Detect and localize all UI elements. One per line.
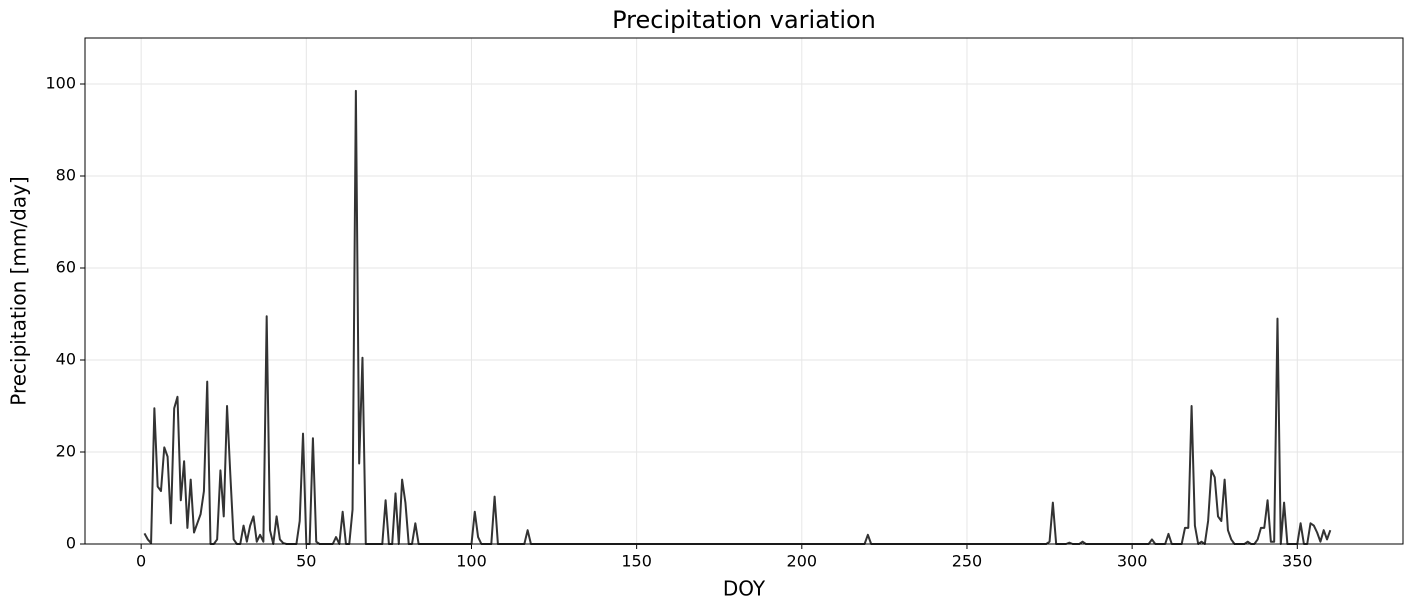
y-axis-label: Precipitation [mm/day] [7, 176, 31, 405]
x-tick-label: 150 [621, 552, 652, 571]
y-tick-label: 40 [56, 350, 76, 369]
y-tick-label: 0 [66, 534, 76, 553]
plot-frame [84, 37, 1404, 545]
x-tick-label: 100 [456, 552, 487, 571]
data-line [143, 89, 1332, 545]
chart-title: Precipitation variation [612, 6, 876, 34]
y-tick-label: 80 [56, 166, 76, 185]
x-tick-label: 300 [1117, 552, 1148, 571]
x-tick-label: 0 [136, 552, 146, 571]
y-tick-label: 60 [56, 258, 76, 277]
x-tick-label: 250 [952, 552, 983, 571]
x-tick-label: 350 [1282, 552, 1313, 571]
y-tick-label: 20 [56, 442, 76, 461]
x-tick-label: 50 [296, 552, 316, 571]
y-tick-label: 100 [45, 74, 76, 93]
x-axis-label: DOY [723, 577, 766, 601]
x-tick-label: 200 [787, 552, 818, 571]
